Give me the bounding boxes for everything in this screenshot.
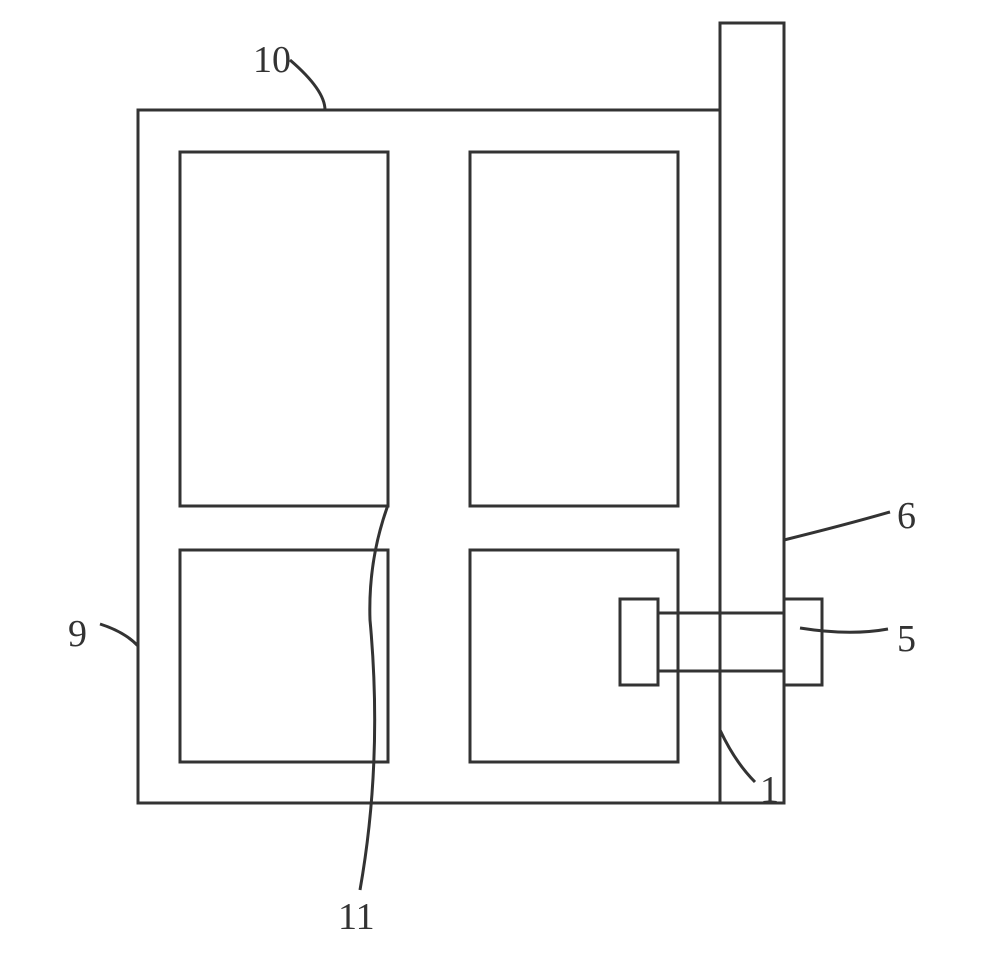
shapes-group — [138, 23, 822, 803]
label-5: 5 — [897, 617, 916, 661]
label-10: 10 — [253, 38, 291, 82]
diagram-svg — [0, 0, 1000, 957]
leader-9 — [100, 624, 138, 646]
label-6: 6 — [897, 494, 916, 538]
outer-frame — [138, 110, 720, 803]
leaders-group — [100, 60, 890, 890]
leader-6 — [784, 512, 890, 540]
label-9: 9 — [68, 612, 87, 656]
pane-bottom-left — [180, 550, 388, 762]
pane-top-left — [180, 152, 388, 506]
post-6 — [720, 23, 784, 803]
leader-1 — [720, 730, 755, 782]
label-1: 1 — [760, 768, 779, 812]
leader-10 — [290, 60, 325, 110]
pane-top-right — [470, 152, 678, 506]
hinge-left-plate — [620, 599, 658, 685]
hinge-right-plate — [784, 599, 822, 685]
diagram-root: 10 6 5 1 11 9 — [0, 0, 1000, 957]
leader-11 — [360, 505, 388, 890]
label-11: 11 — [338, 895, 375, 939]
